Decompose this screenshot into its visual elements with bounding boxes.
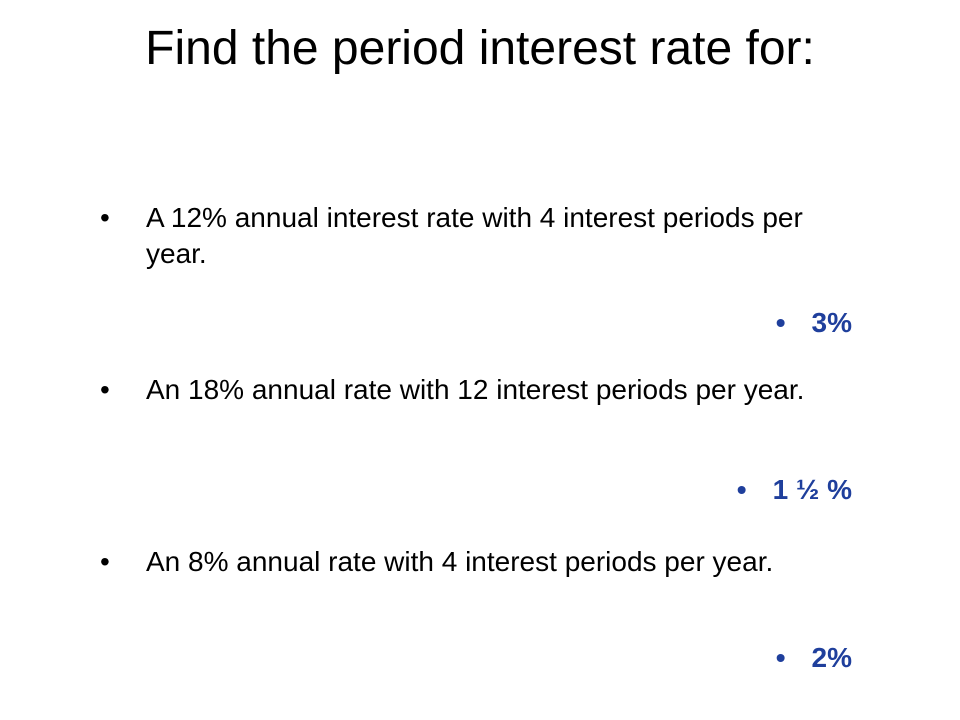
question-text: An 8% annual rate with 4 interest period…: [146, 546, 774, 577]
question: • A 12% annual interest rate with 4 inter…: [100, 200, 840, 272]
answer-text: 3%: [811, 307, 852, 338]
answer: • 3%: [775, 307, 852, 338]
question: • An 8% annual rate with 4 interest perio…: [100, 544, 840, 580]
question-text: An 18% annual rate with 12 interest peri…: [146, 374, 805, 405]
title: Find the period interest rate for:: [145, 22, 815, 75]
answer-text: 1 ½ %: [772, 474, 852, 505]
question: • An 18% annual rate with 12 interest per…: [100, 372, 840, 408]
question-text: A 12% annual interest rate with 4 intere…: [146, 202, 803, 269]
answer: • 1 ½ %: [736, 474, 852, 505]
answer-text: 2%: [811, 642, 852, 673]
answer: • 2%: [775, 642, 852, 673]
